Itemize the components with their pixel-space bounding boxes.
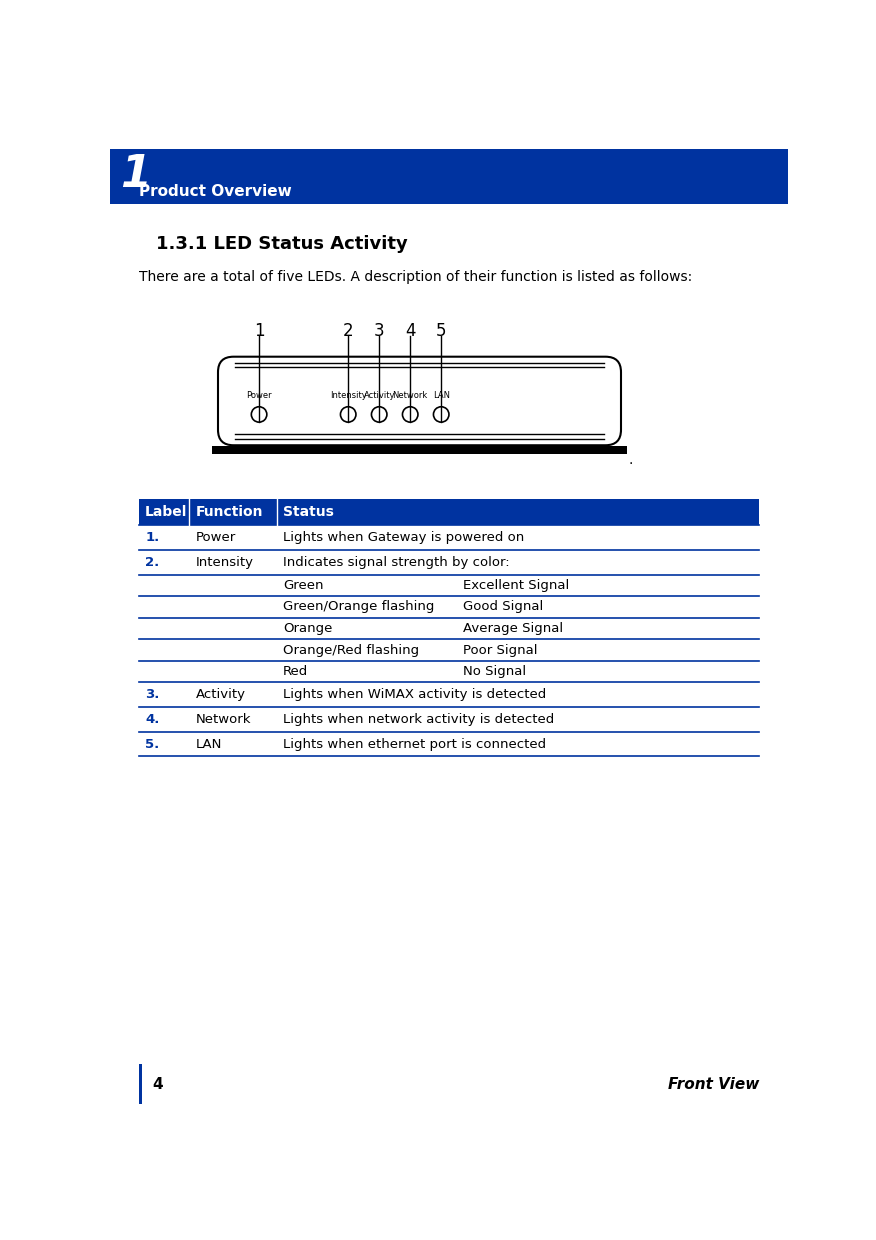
Text: Lights when network activity is detected: Lights when network activity is detected — [283, 713, 555, 725]
Text: Lights when Gateway is powered on: Lights when Gateway is powered on — [283, 531, 525, 544]
Text: 4.: 4. — [145, 713, 159, 725]
Text: Excellent Signal: Excellent Signal — [463, 579, 569, 591]
Text: 5.: 5. — [145, 738, 159, 750]
Text: Network: Network — [392, 391, 427, 399]
Text: Average Signal: Average Signal — [463, 622, 563, 635]
Bar — [139, 1064, 142, 1104]
Text: Status: Status — [283, 505, 334, 520]
Text: Power: Power — [246, 391, 272, 399]
Text: Intensity: Intensity — [195, 556, 253, 569]
Text: Lights when WiMAX activity is detected: Lights when WiMAX activity is detected — [283, 688, 547, 702]
Text: Orange: Orange — [283, 622, 333, 635]
Text: Green: Green — [283, 579, 323, 591]
Text: There are a total of five LEDs. A description of their function is listed as fol: There are a total of five LEDs. A descri… — [139, 270, 692, 284]
Text: 5: 5 — [436, 322, 447, 340]
Text: Poor Signal: Poor Signal — [463, 644, 537, 656]
Text: 1: 1 — [120, 154, 152, 196]
Text: 1.: 1. — [145, 531, 159, 544]
Text: Orange/Red flashing: Orange/Red flashing — [283, 644, 420, 656]
Text: Indicates signal strength by color:: Indicates signal strength by color: — [283, 556, 510, 569]
Text: Label: Label — [145, 505, 187, 520]
Bar — [139, 500, 759, 526]
Text: Activity: Activity — [364, 391, 395, 399]
Text: LAN: LAN — [433, 391, 449, 399]
Text: 4: 4 — [152, 1076, 163, 1092]
Bar — [110, 149, 788, 205]
Text: 1: 1 — [254, 322, 265, 340]
Text: Activity: Activity — [195, 688, 245, 702]
Text: Power: Power — [195, 531, 236, 544]
Text: 3: 3 — [374, 322, 385, 340]
Text: 2: 2 — [343, 322, 354, 340]
Text: Lights when ethernet port is connected: Lights when ethernet port is connected — [283, 738, 547, 750]
Text: .: . — [629, 453, 633, 467]
Text: 4: 4 — [405, 322, 415, 340]
Text: LAN: LAN — [195, 738, 222, 750]
Text: Front View: Front View — [668, 1076, 759, 1092]
Text: Good Signal: Good Signal — [463, 600, 543, 614]
FancyBboxPatch shape — [218, 357, 621, 445]
Text: Intensity: Intensity — [330, 391, 366, 399]
Text: Function: Function — [195, 505, 263, 520]
Text: Red: Red — [283, 665, 308, 678]
Text: Green/Orange flashing: Green/Orange flashing — [283, 600, 434, 614]
Text: 1.3.1 LED Status Activity: 1.3.1 LED Status Activity — [156, 236, 407, 253]
Text: Network: Network — [195, 713, 251, 725]
Text: No Signal: No Signal — [463, 665, 526, 678]
Text: Product Overview: Product Overview — [139, 185, 292, 200]
Text: 3.: 3. — [145, 688, 159, 702]
Bar — [212, 446, 627, 450]
Text: 2.: 2. — [145, 556, 159, 569]
Bar — [212, 451, 627, 455]
